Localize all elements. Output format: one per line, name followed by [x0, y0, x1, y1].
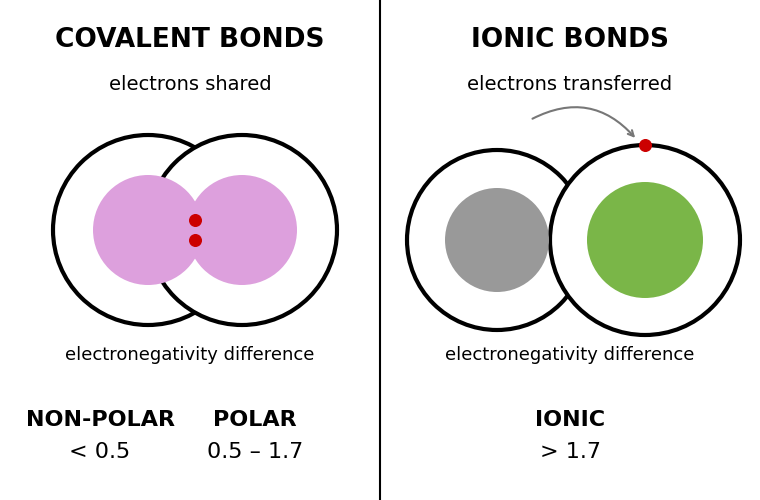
- Text: electronegativity difference: electronegativity difference: [445, 346, 695, 364]
- Circle shape: [550, 145, 740, 335]
- Circle shape: [407, 150, 587, 330]
- Point: [189, 216, 201, 224]
- Point: [189, 236, 201, 244]
- Text: 0.5 – 1.7: 0.5 – 1.7: [207, 442, 303, 462]
- Circle shape: [53, 135, 243, 325]
- Circle shape: [147, 135, 337, 325]
- Ellipse shape: [187, 175, 297, 285]
- Text: POLAR: POLAR: [214, 410, 297, 430]
- Point: [639, 141, 651, 149]
- Text: < 0.5: < 0.5: [69, 442, 131, 462]
- Text: COVALENT BONDS: COVALENT BONDS: [55, 27, 325, 53]
- Text: electrons transferred: electrons transferred: [467, 76, 673, 94]
- Text: electrons shared: electrons shared: [109, 76, 271, 94]
- Ellipse shape: [93, 175, 203, 285]
- Text: NON-POLAR: NON-POLAR: [26, 410, 175, 430]
- Text: > 1.7: > 1.7: [540, 442, 600, 462]
- Text: electronegativity difference: electronegativity difference: [65, 346, 315, 364]
- Text: IONIC BONDS: IONIC BONDS: [471, 27, 669, 53]
- Ellipse shape: [445, 188, 549, 292]
- Text: IONIC: IONIC: [535, 410, 605, 430]
- Ellipse shape: [587, 182, 703, 298]
